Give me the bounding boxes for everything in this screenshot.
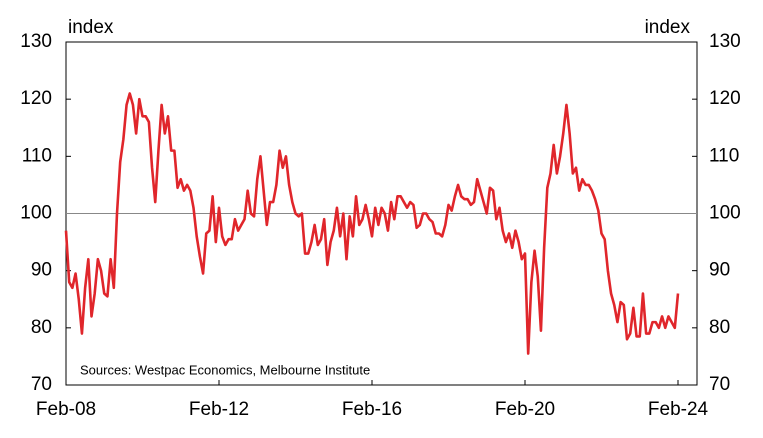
y2-tick-label: 80 [709, 317, 730, 338]
y2-tick-label: 90 [709, 260, 730, 281]
y2-tick-label: 100 [709, 203, 741, 224]
y-tick-label: 100 [20, 203, 52, 224]
y2-tick-label: 130 [709, 31, 741, 52]
x-tick-label: Feb-12 [189, 399, 249, 420]
y-tick-label: 70 [31, 374, 52, 395]
y2-tick-label: 70 [709, 374, 730, 395]
y-tick-label: 80 [31, 317, 52, 338]
y-tick-label: 90 [31, 260, 52, 281]
y2-tick-label: 120 [709, 88, 741, 109]
y2-tick-label: 110 [709, 145, 739, 166]
source-note: Sources: Westpac Economics, Melbourne In… [80, 362, 370, 377]
y-tick-label: 130 [20, 31, 52, 52]
y-tick-label: 110 [22, 145, 52, 166]
x-tick-label: Feb-24 [648, 399, 709, 420]
data-line [64, 92, 680, 355]
y-tick-label: 120 [20, 88, 52, 109]
y2-axis-label: index [645, 17, 691, 38]
x-tick-label: Feb-08 [36, 399, 96, 420]
x-tick-label: Feb-16 [342, 399, 402, 420]
y-axis-label: index [68, 17, 114, 38]
x-tick-label: Feb-20 [495, 399, 555, 420]
